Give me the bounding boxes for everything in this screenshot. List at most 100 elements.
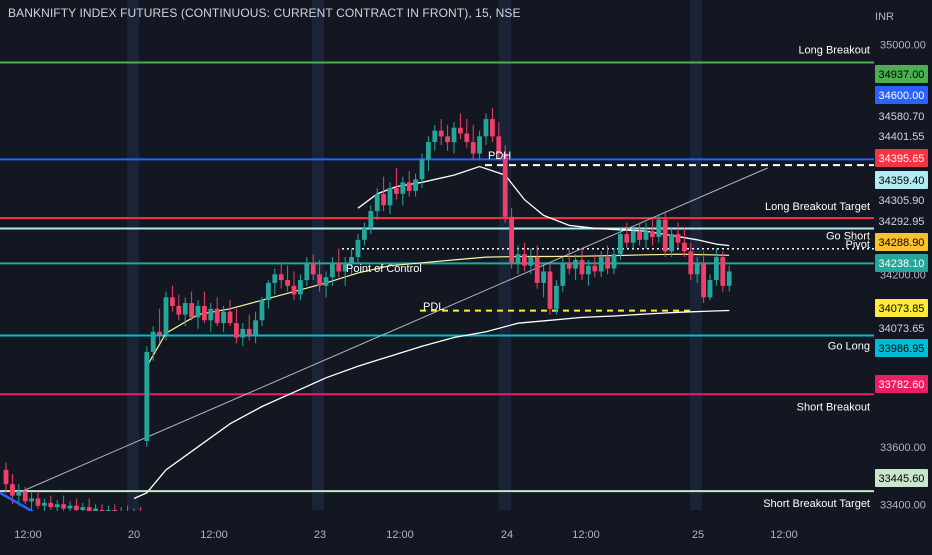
level-name: Pivot xyxy=(846,239,870,251)
candle-body xyxy=(381,193,386,206)
candle-body xyxy=(182,303,188,315)
candle-body xyxy=(669,234,674,252)
price-tag xyxy=(875,149,928,167)
candle-body xyxy=(35,498,41,506)
candle-body xyxy=(150,331,156,352)
price-tag xyxy=(875,375,928,393)
candle-body xyxy=(662,219,668,252)
candle-body xyxy=(547,271,553,309)
candle-body xyxy=(464,133,470,143)
price-tag-label: 34401.55 xyxy=(879,131,925,143)
candle-body xyxy=(227,311,233,324)
candle-body xyxy=(342,262,348,272)
candle-body xyxy=(656,219,662,237)
price-axis: 35000.00 34200.00 33600.00 33400.00 34937.00… xyxy=(874,0,932,511)
time-tick-label: 20 xyxy=(128,529,140,541)
candle-body xyxy=(310,262,316,275)
price-tick-label: 34200.00 xyxy=(880,269,926,281)
level-name: Short Breakout Target xyxy=(763,498,870,510)
candle-body xyxy=(554,285,559,309)
candle-body xyxy=(374,193,380,212)
candle-body xyxy=(304,262,310,281)
candle-body xyxy=(592,265,598,272)
price-tick-label: 33400.00 xyxy=(880,499,926,511)
price-tag-label: 33445.60 xyxy=(879,473,925,485)
time-tick-label: 23 xyxy=(314,529,326,541)
candle-body xyxy=(387,188,393,206)
candle-body xyxy=(400,182,406,194)
candle-body xyxy=(61,504,66,509)
price-tick-label: 33600.00 xyxy=(880,442,926,454)
candle-body xyxy=(144,351,150,442)
candle-body xyxy=(202,305,207,321)
time-tick-label: 12:00 xyxy=(14,529,42,541)
candle-body xyxy=(285,280,290,286)
time-tick-label: 12:00 xyxy=(572,529,600,541)
time-tick-label: 25 xyxy=(692,529,704,541)
candle-body xyxy=(22,491,28,502)
price-tag-label: 34580.70 xyxy=(879,111,925,123)
candle-body xyxy=(240,328,246,338)
candle-body xyxy=(426,142,431,160)
candle-body xyxy=(413,179,418,191)
level-name: Go Short xyxy=(826,231,870,243)
annotation-label: PDL xyxy=(423,301,444,313)
candle-body xyxy=(29,498,34,502)
price-tick-label: 35000.00 xyxy=(880,39,926,51)
time-tick-label: 24 xyxy=(501,529,513,541)
price-tag-label: 34073.65 xyxy=(879,323,925,335)
candle-body xyxy=(579,259,585,275)
price-tag-label: 34600.00 xyxy=(879,90,925,102)
candle-body xyxy=(157,331,162,335)
candle-body xyxy=(330,262,335,278)
candle-body xyxy=(445,136,450,143)
candle-body xyxy=(515,254,521,263)
candle-body xyxy=(586,265,591,275)
price-tag-label: 34359.40 xyxy=(879,175,925,187)
candle-body xyxy=(483,119,489,137)
price-tag xyxy=(875,65,928,83)
candle-body xyxy=(611,254,617,269)
time-axis-bg xyxy=(0,511,932,550)
currency-label[interactable]: INR xyxy=(875,11,894,23)
upper-band-line xyxy=(357,165,730,247)
candle-body xyxy=(509,216,514,263)
price-tag xyxy=(875,107,928,125)
price-tag-label: 34395.65 xyxy=(879,153,925,165)
candle-body xyxy=(16,491,22,496)
candle-body xyxy=(362,228,367,240)
price-tag-label: 33986.95 xyxy=(879,343,925,355)
time-tick-label: 12:00 xyxy=(770,529,798,541)
candle-body xyxy=(234,323,239,338)
annotation-label: PDH xyxy=(488,150,511,162)
candle-body xyxy=(490,119,495,137)
candle-body xyxy=(298,280,303,295)
candle-body xyxy=(189,303,194,318)
candle-body xyxy=(419,159,425,180)
price-tag xyxy=(875,171,928,189)
candle-body xyxy=(67,505,73,509)
candle-body xyxy=(458,127,463,134)
level-lines xyxy=(0,61,874,493)
candle-body xyxy=(624,234,630,243)
candle-body xyxy=(682,242,687,252)
candle-body xyxy=(432,130,438,143)
candle-body xyxy=(637,231,642,240)
annotation-label: Point of Control xyxy=(346,263,422,275)
time-axis: 12:00 20 12:00 23 12:00 24 12:00 25 12:00 xyxy=(0,511,932,550)
candle-body xyxy=(93,508,98,512)
candle-body xyxy=(477,136,482,154)
candle-body xyxy=(573,259,578,269)
candle-body xyxy=(278,274,284,281)
candle-body xyxy=(618,234,623,255)
candle-body xyxy=(470,142,476,154)
candle-body xyxy=(10,484,15,496)
price-tag xyxy=(875,86,928,104)
candle-body xyxy=(80,507,86,510)
session-separator xyxy=(499,0,511,510)
candle-body xyxy=(675,234,681,243)
price-tag-label: 34238.10 xyxy=(879,258,925,270)
price-tag xyxy=(875,127,928,145)
